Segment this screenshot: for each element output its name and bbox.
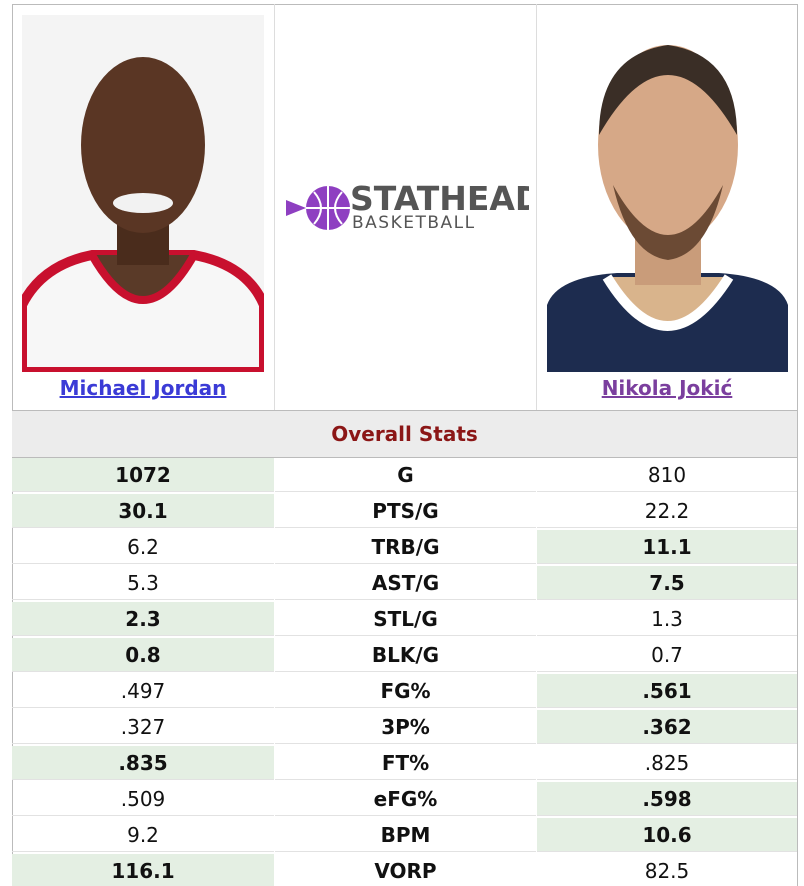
stat-value: 7.5 [537,566,797,600]
stat-value: 0.7 [537,638,797,672]
stat-value: .362 [537,710,797,744]
stat-value: .327 [12,710,274,744]
player-link[interactable]: Nikola Jokić [601,376,733,400]
header-cell [12,4,275,410]
stat-value: .825 [537,746,797,780]
player-photo [547,15,788,372]
stat-value: 22.2 [537,494,797,528]
stat-label: BPM [275,818,536,852]
stat-value: .561 [537,674,797,708]
stat-value: .509 [12,782,274,816]
stat-value: 10.6 [537,818,797,852]
stat-label: TRB/G [275,530,536,564]
logo: STATHEAD BASKETBALL [286,180,529,233]
stat-value: 810 [537,458,797,492]
stat-label: FG% [275,674,536,708]
stat-value: 9.2 [12,818,274,852]
stat-label: G [275,458,536,492]
header-cell [274,4,537,410]
stat-label: BLK/G [275,638,536,672]
stat-value: 1072 [12,458,274,492]
stat-value: .598 [537,782,797,816]
player-photo [22,15,264,372]
stat-value: 0.8 [12,638,274,672]
stat-label: FT% [275,746,536,780]
logo-sub: BASKETBALL [352,213,476,233]
stat-value: 116.1 [12,854,274,886]
stat-label: PTS/G [275,494,536,528]
stat-label: VORP [275,854,536,886]
stat-label: 3P% [275,710,536,744]
stat-value: 30.1 [12,494,274,528]
stat-value: .497 [12,674,274,708]
section-title: Overall Stats [12,410,797,458]
logo-brand: STATHEAD [350,180,529,218]
stat-label: STL/G [275,602,536,636]
stat-value: 1.3 [537,602,797,636]
stat-label: eFG% [275,782,536,816]
stat-value: 6.2 [12,530,274,564]
stat-label: AST/G [275,566,536,600]
stat-value: 5.3 [12,566,274,600]
stat-value: 82.5 [537,854,797,886]
stat-value: 11.1 [537,530,797,564]
stat-value: 2.3 [12,602,274,636]
player-link[interactable]: Michael Jordan [59,376,227,400]
stat-value: .835 [12,746,274,780]
